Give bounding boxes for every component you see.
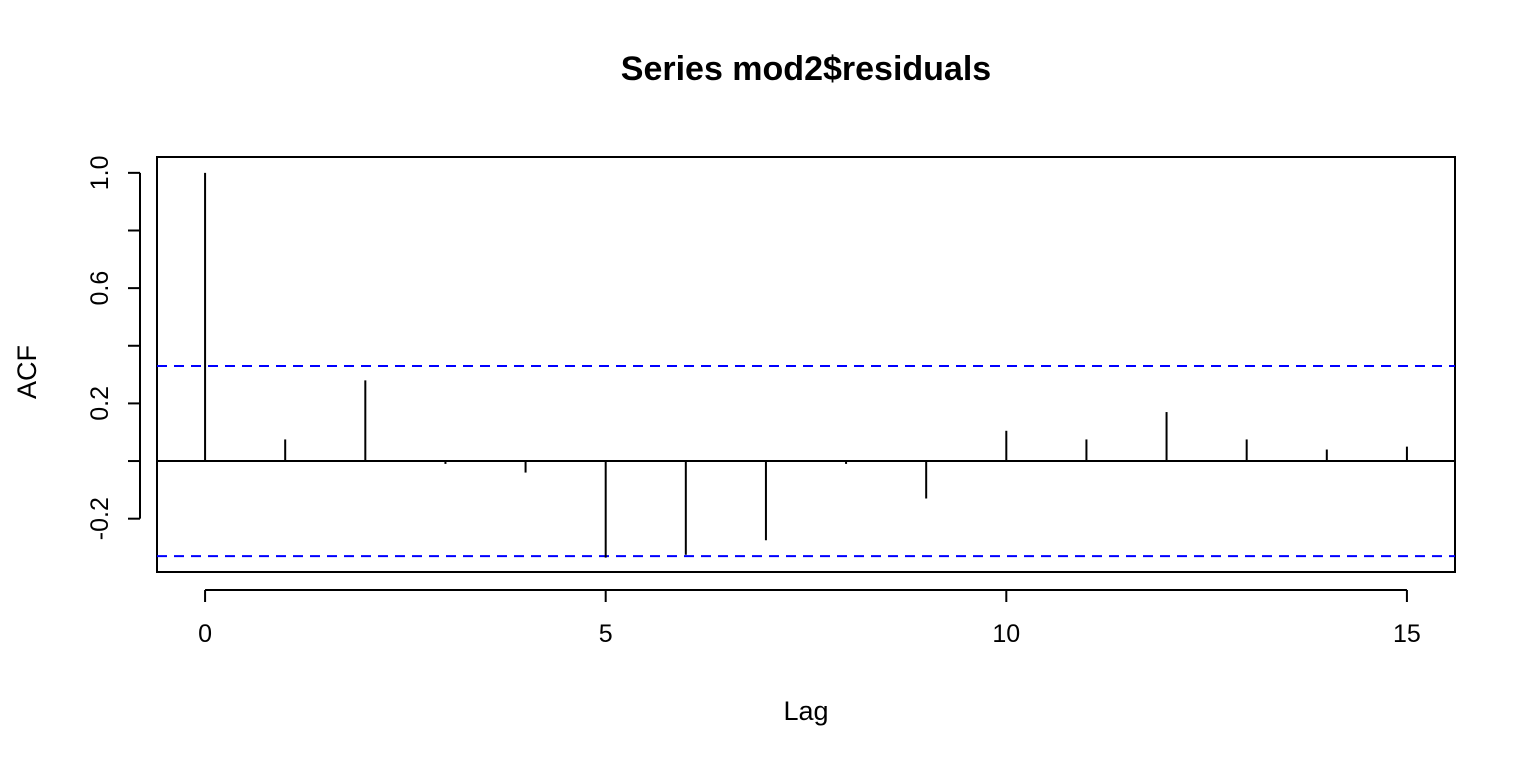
x-tick-label-0: 0 xyxy=(198,620,212,648)
y-tick-label-0_6: 0.6 xyxy=(86,271,114,306)
y-tick-label-1_0: 1.0 xyxy=(86,155,114,190)
x-tick-label-5: 5 xyxy=(599,620,613,648)
x-axis-label: Lag xyxy=(783,696,828,726)
x-tick-label-15: 15 xyxy=(1393,620,1421,648)
y-tick-label-neg0_2: -0.2 xyxy=(86,497,114,540)
x-tick-label-10: 10 xyxy=(992,620,1020,648)
y-tick-label-0_2: 0.2 xyxy=(86,386,114,421)
y-axis-label: ACF xyxy=(12,345,42,399)
chart-title: Series mod2$residuals xyxy=(621,50,991,88)
plot-frame xyxy=(156,156,1456,573)
